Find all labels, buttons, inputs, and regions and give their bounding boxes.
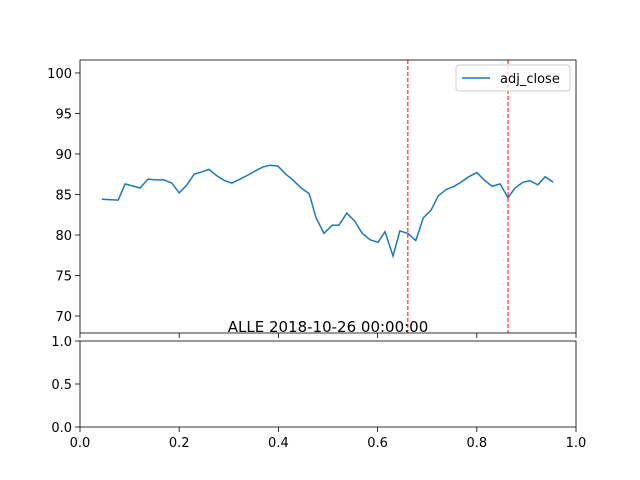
y-tick-label: 0.0 <box>51 421 72 436</box>
x-tick-label: 0.6 <box>367 436 388 451</box>
y-tick-label: 70 <box>55 310 72 325</box>
legend-box <box>455 64 571 92</box>
y-tick-label: 95 <box>55 107 72 122</box>
x-tick-label: 0.2 <box>169 436 190 451</box>
line-series <box>101 164 554 259</box>
y-tick-label: 100 <box>47 67 72 82</box>
axes-frame <box>79 340 577 428</box>
x-tick-label: 1.0 <box>566 436 587 451</box>
y-tick-label: 75 <box>55 269 72 284</box>
x-tick-label: 0.0 <box>70 436 91 451</box>
y-tick-label: 90 <box>55 148 72 163</box>
y-tick-label: 0.5 <box>51 378 72 393</box>
x-tick-label: 0.8 <box>466 436 487 451</box>
y-tick-label: 85 <box>55 188 72 203</box>
legend-label: adj_close <box>500 72 560 87</box>
y-tick-label: 80 <box>55 229 72 244</box>
axes-title: ALLE 2018-10-26 00:00:00 <box>228 318 429 336</box>
y-tick-label: 1.0 <box>51 335 72 350</box>
x-tick-label: 0.4 <box>268 436 289 451</box>
axes-frame <box>79 59 577 334</box>
